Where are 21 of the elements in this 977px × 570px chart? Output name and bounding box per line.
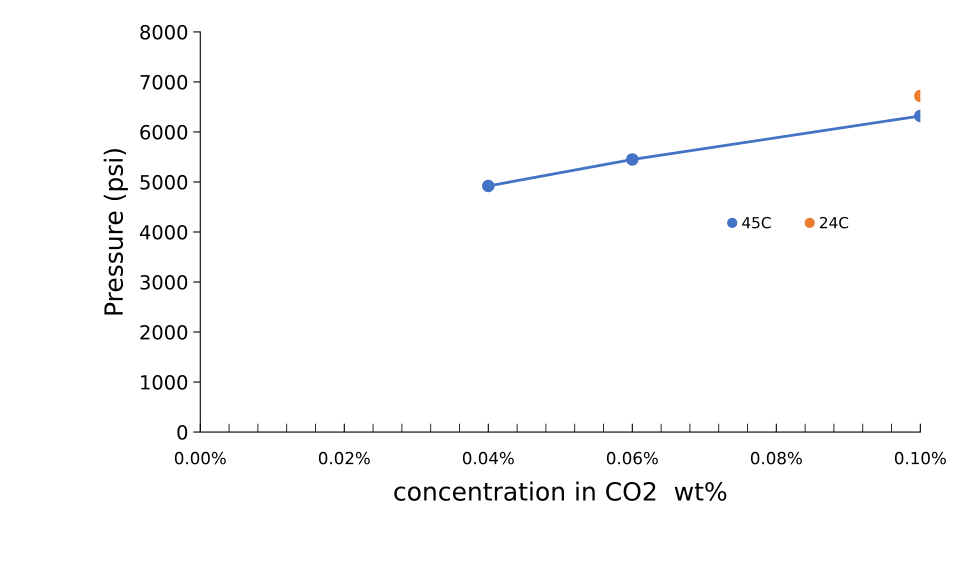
y-axis-title: Pressure (psi) [104, 149, 128, 315]
x-tick-label: 0.08% [750, 452, 802, 464]
x-tick-label: 0.10% [894, 452, 946, 464]
y-tick-label: 7000 [140, 74, 188, 90]
y-tick-label: 8000 [140, 24, 188, 40]
y-tick-label: 3000 [140, 274, 188, 290]
y-tick-label: 4000 [140, 224, 188, 240]
legend-label: 45C [742, 216, 771, 228]
x-tick-label: 0.02% [318, 452, 370, 464]
y-tick-label: 1000 [141, 375, 188, 390]
legend-label: 24C [820, 216, 848, 228]
x-tick-label: 0.00% [174, 452, 226, 464]
point [626, 153, 639, 166]
point [482, 180, 495, 192]
y-tick-label: 6000 [140, 124, 188, 140]
x-axis-title: concentration in CO2 wt% [394, 482, 726, 501]
x-tick-label: 0.06% [606, 452, 658, 464]
x-tick-label: 0.04% [462, 452, 514, 464]
y-tick-label: 2000 [140, 324, 188, 340]
y-tick-label: 5000 [140, 174, 188, 190]
y-tick-label: 0 [177, 425, 188, 440]
